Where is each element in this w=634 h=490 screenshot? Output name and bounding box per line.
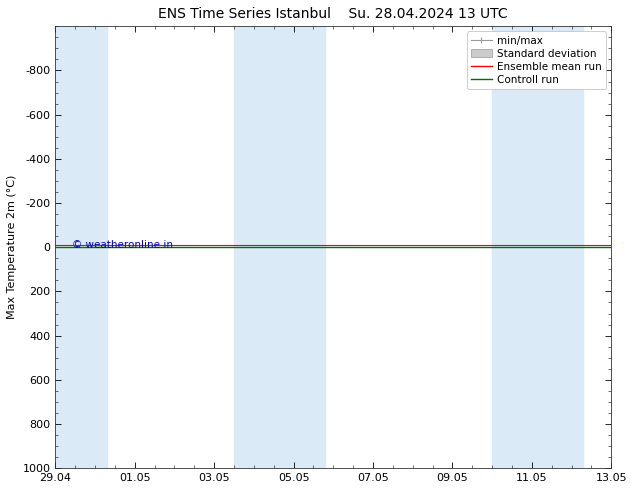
- Text: © weatheronline.in: © weatheronline.in: [72, 240, 173, 250]
- Y-axis label: Max Temperature 2m (°C): Max Temperature 2m (°C): [7, 175, 17, 319]
- Bar: [492, 26, 583, 468]
- Bar: [55, 26, 107, 468]
- Bar: [234, 26, 325, 468]
- Legend: min/max, Standard deviation, Ensemble mean run, Controll run: min/max, Standard deviation, Ensemble me…: [467, 31, 606, 89]
- Title: ENS Time Series Istanbul    Su. 28.04.2024 13 UTC: ENS Time Series Istanbul Su. 28.04.2024 …: [158, 7, 508, 21]
